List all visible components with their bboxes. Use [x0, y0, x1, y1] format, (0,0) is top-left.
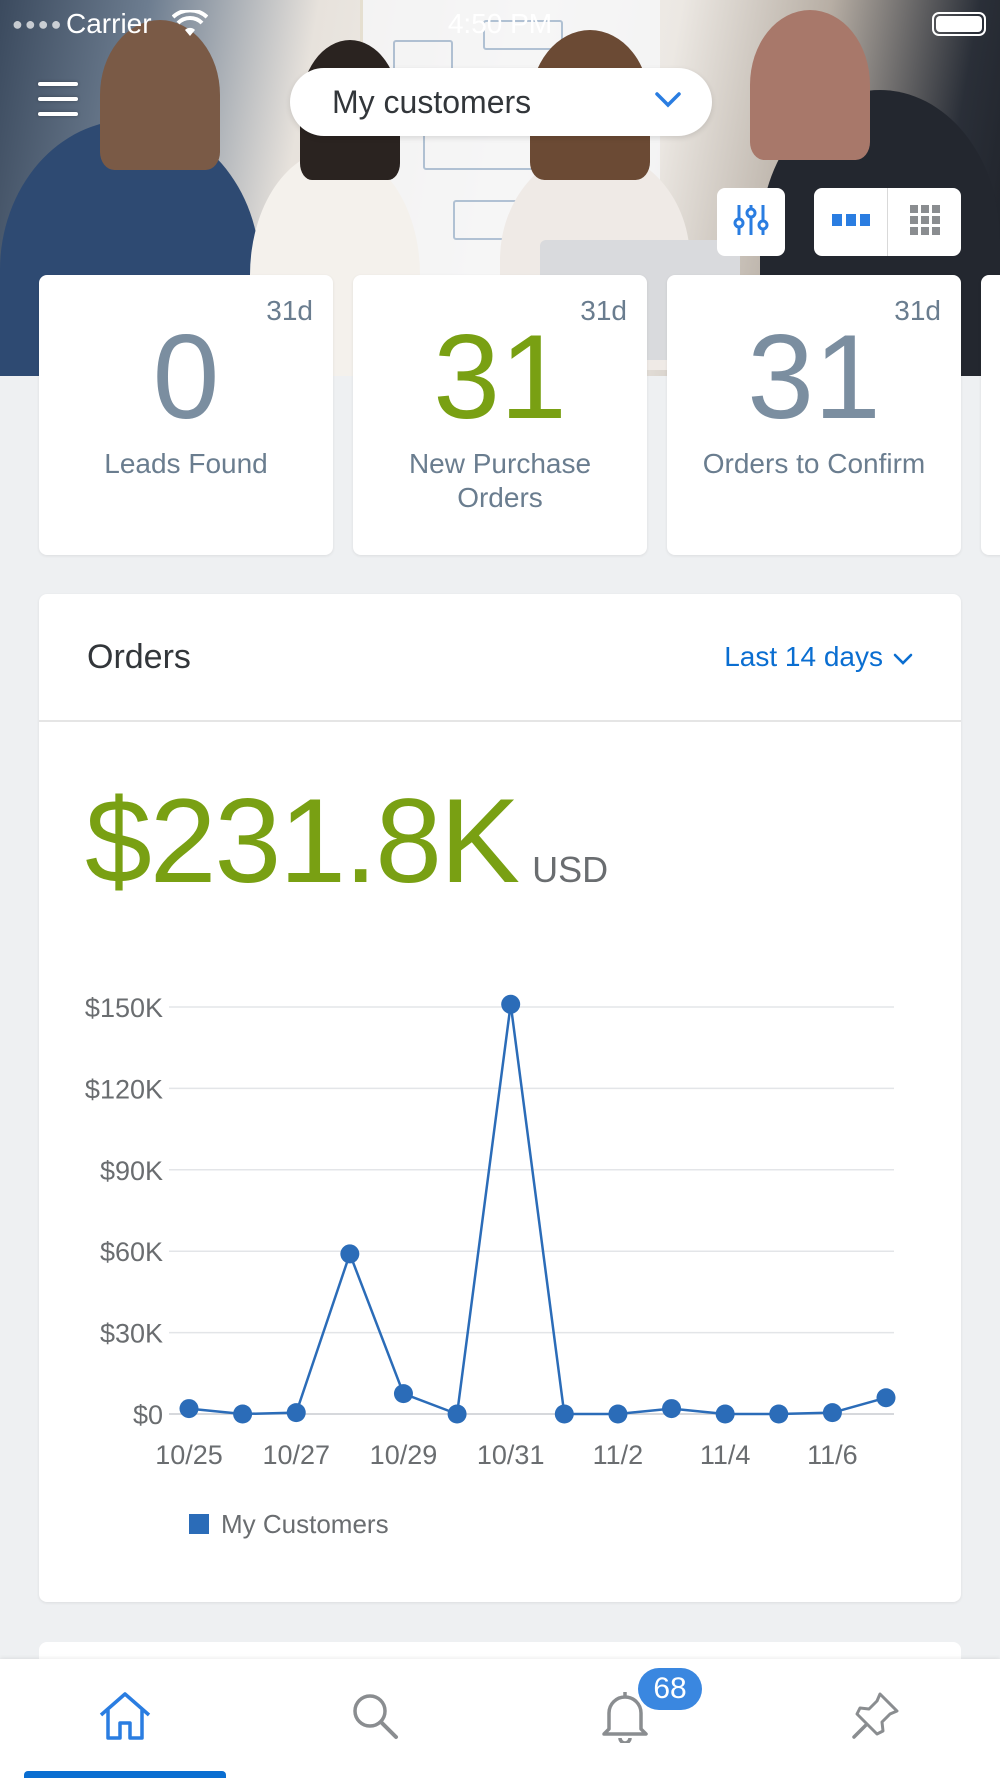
y-tick-label: $0: [133, 1400, 163, 1430]
tab-pinned[interactable]: [750, 1659, 1000, 1778]
filter-settings-button[interactable]: [717, 188, 785, 256]
y-tick-label: $30K: [100, 1319, 163, 1349]
home-icon: [97, 1691, 153, 1746]
tab-search[interactable]: [250, 1659, 500, 1778]
orders-card-header: Orders Last 14 days: [39, 594, 961, 722]
kpi-card-leads[interactable]: 31d 0 Leads Found: [39, 275, 333, 555]
customer-scope-selector[interactable]: My customers: [290, 68, 712, 136]
carousel-view-button[interactable]: [814, 188, 887, 256]
x-tick-label: 10/27: [262, 1440, 330, 1470]
data-point: [822, 1403, 842, 1423]
tab-bar: [0, 1659, 1000, 1778]
y-tick-label: $60K: [100, 1237, 163, 1267]
tab-notifications[interactable]: [500, 1659, 750, 1778]
x-tick-label: 10/29: [370, 1440, 438, 1470]
search-icon: [350, 1691, 400, 1746]
notification-count-badge: 68: [638, 1668, 702, 1710]
x-tick-label: 11/4: [700, 1440, 751, 1470]
data-point: [876, 1388, 896, 1408]
kpi-period: 31d: [580, 295, 627, 326]
orders-total: $231.8K USD: [85, 772, 608, 910]
menu-icon[interactable]: [38, 82, 78, 120]
clock: 4:50 PM: [447, 8, 553, 39]
selector-label: My customers: [332, 83, 532, 120]
data-point: [233, 1404, 253, 1424]
chevron-down-icon: [654, 91, 682, 114]
legend-label: My Customers: [221, 1509, 389, 1539]
pin-icon: [850, 1691, 900, 1746]
kpi-period: 31d: [894, 295, 941, 326]
data-point: [554, 1404, 574, 1424]
person-figure: [100, 20, 220, 170]
person-figure: [750, 10, 870, 160]
active-tab-indicator: [24, 1771, 226, 1778]
signal-dots: ●●●●: [12, 14, 64, 34]
y-tick-label: $150K: [85, 993, 163, 1023]
data-point: [179, 1399, 199, 1419]
date-range-label: Last 14 days: [724, 641, 883, 672]
y-tick-label: $90K: [100, 1156, 163, 1186]
x-tick-label: 11/2: [593, 1440, 644, 1470]
data-point: [447, 1404, 467, 1424]
x-tick-label: 11/6: [807, 1440, 858, 1470]
grid-view-button[interactable]: [887, 188, 961, 256]
kpi-value: 0: [152, 310, 220, 444]
data-point: [769, 1404, 789, 1424]
wifi-icon: [171, 8, 209, 45]
sliders-icon: [732, 203, 770, 242]
kpi-label: New Purchase Orders: [408, 448, 592, 513]
kpi-period: 31d: [266, 295, 313, 326]
data-point: [662, 1399, 682, 1419]
orders-card: Orders Last 14 days $231.8K USD $0 $30K $6…: [39, 594, 961, 1602]
series-line-my-customers: [188, 1003, 887, 1416]
status-bar: ●●●● Carrier 4:50 PM: [0, 0, 1000, 48]
data-point: [286, 1403, 306, 1423]
date-range-dropdown[interactable]: Last 14 days: [724, 641, 913, 673]
data-point: [393, 1384, 413, 1404]
y-tick-label: $120K: [85, 1074, 163, 1104]
kpi-card-next[interactable]: [981, 275, 1000, 555]
carrier-label: Carrier: [66, 8, 152, 39]
data-point: [608, 1404, 628, 1424]
list-dots-icon: [831, 213, 870, 231]
kpi-value: 31: [433, 310, 567, 444]
data-point: [340, 1244, 360, 1264]
x-tick-label: 10/31: [477, 1440, 545, 1470]
orders-total-currency: USD: [532, 849, 609, 890]
kpi-card-new-purchase-orders[interactable]: 31d 31 New Purchase Orders: [353, 275, 647, 555]
battery-icon: [932, 12, 986, 36]
kpi-value: 31: [747, 310, 881, 444]
bell-icon: [600, 1689, 650, 1748]
grid-icon: [909, 204, 940, 240]
data-point: [715, 1404, 735, 1424]
kpi-label: Leads Found: [104, 448, 268, 479]
orders-total-amount: $231.8K: [85, 774, 520, 908]
chevron-down-icon: [893, 641, 913, 673]
orders-title: Orders: [87, 637, 191, 676]
orders-line-chart: $0 $30K $60K $90K $120K $150K 10/25 10/27 10/29 1…: [85, 993, 896, 1539]
legend-swatch: [189, 1514, 209, 1534]
tab-home[interactable]: [0, 1659, 250, 1778]
kpi-label: Orders to Confirm: [702, 448, 926, 479]
x-tick-label: 10/25: [155, 1440, 223, 1470]
kpi-card-orders-to-confirm[interactable]: 31d 31 Orders to Confirm: [667, 275, 961, 555]
data-point: [501, 994, 521, 1014]
view-toggle: [814, 188, 961, 256]
